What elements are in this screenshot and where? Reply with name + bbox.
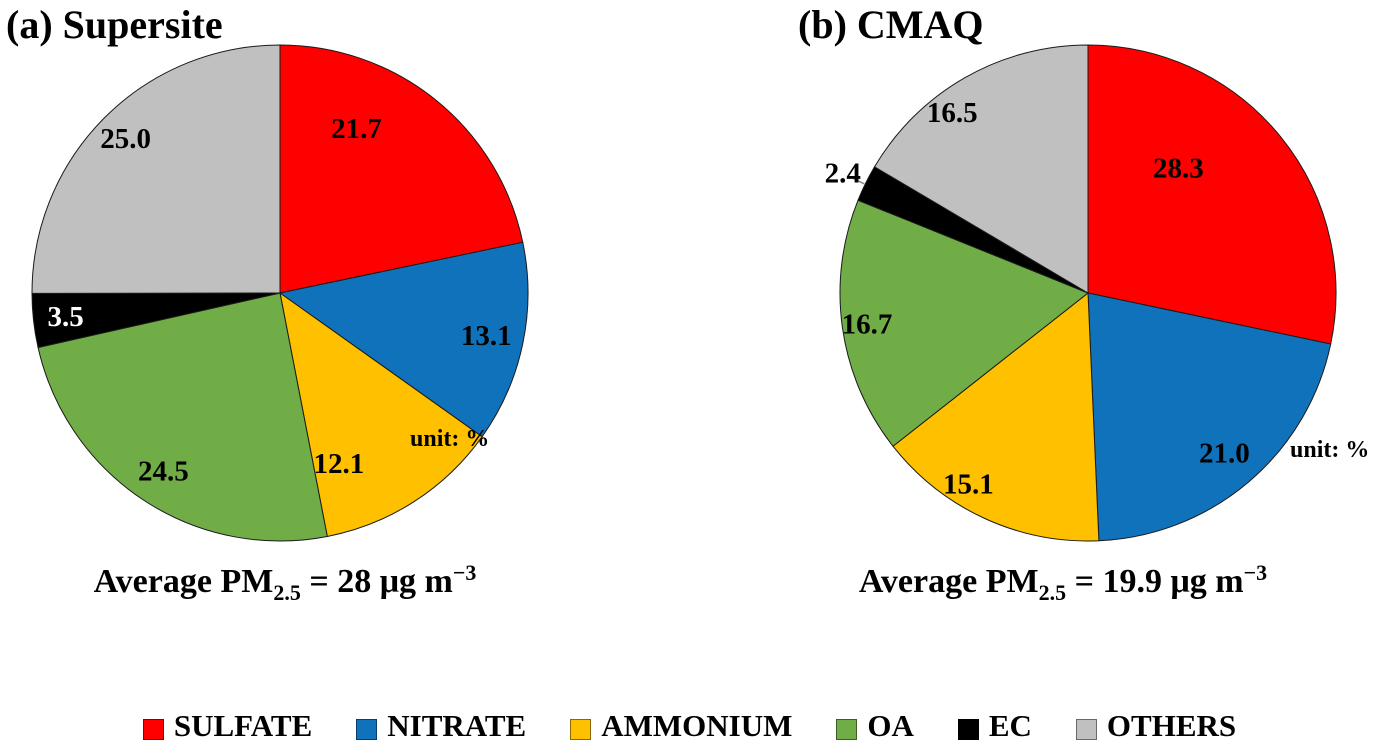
unit-note-supersite: unit: %	[410, 426, 490, 452]
caption-equals: =	[1066, 563, 1103, 600]
legend-item-others: OTHERS	[1075, 700, 1237, 752]
pie-value-label-oa: 24.5	[138, 456, 189, 488]
caption-unit: μg m	[1161, 563, 1244, 600]
panel-title-cmaq: (b) CMAQ	[798, 2, 984, 47]
caption-exponent: −3	[452, 560, 477, 585]
average-pm-caption-cmaq: Average PM2.5 = 19.9 μg m−3	[758, 560, 1368, 606]
average-pm-caption-supersite: Average PM2.5 = 28 μg m−3	[0, 560, 570, 606]
pie-value-label-ec: 2.4	[825, 157, 861, 189]
legend-item-oa: OA	[836, 700, 914, 752]
oa-swatch-icon	[836, 718, 858, 740]
pie-value-label-ammonium: 12.1	[314, 448, 365, 480]
caption-unit: μg m	[371, 563, 453, 600]
pie-value-label-oa: 16.7	[842, 308, 893, 340]
pie-chart-cmaq: 28.3 21.0 15.1 16.7 2.4 16.5	[825, 44, 1337, 542]
legend-label: OA	[867, 708, 914, 743]
pie-value-label-others: 16.5	[927, 97, 978, 129]
pie-value-label-ec: 3.5	[47, 301, 83, 333]
caption-prefix: Average PM	[93, 563, 274, 600]
caption-equals: =	[300, 563, 338, 600]
ammonium-swatch-icon	[570, 718, 592, 740]
pie-slice-sulfate	[279, 44, 524, 294]
nitrate-swatch-icon	[356, 718, 378, 740]
pie-slice-ammonium	[892, 292, 1100, 542]
pm-subscript: 2.5	[1038, 580, 1067, 605]
pie-value-label-nitrate: 13.1	[461, 320, 512, 352]
caption-prefix: Average PM	[858, 563, 1039, 600]
pie-slice-ammonium	[279, 291, 483, 538]
caption-value: 28	[337, 563, 372, 600]
legend-label: NITRATE	[387, 708, 527, 743]
legend-label: EC	[988, 708, 1032, 743]
legend-label: OTHERS	[1106, 708, 1237, 743]
legend-item-sulfate: SULFATE	[142, 700, 313, 752]
pie-value-label-ammonium: 15.1	[943, 468, 994, 500]
legend-label: AMMONIUM	[601, 708, 793, 743]
legend: SULFATE NITRATE AMMONIUM OA EC OTHERS	[0, 700, 1379, 752]
legend-item-ammonium: AMMONIUM	[570, 700, 792, 752]
unit-note-cmaq: unit: %	[1290, 437, 1370, 463]
label-leader-line	[852, 177, 865, 185]
sulfate-swatch-icon	[142, 718, 164, 740]
pie-slice-oa	[37, 292, 328, 542]
legend-label: SULFATE	[173, 708, 313, 743]
pie-slice-sulfate	[1087, 44, 1337, 345]
pie-value-label-sulfate: 28.3	[1153, 153, 1204, 185]
pie-slice-others	[31, 44, 281, 294]
pie-value-label-nitrate: 21.0	[1199, 438, 1250, 470]
caption-value: 19.9	[1102, 563, 1162, 600]
pie-slice-others	[873, 44, 1089, 294]
pie-slice-nitrate	[278, 241, 529, 438]
pie-value-label-others: 25.0	[100, 123, 151, 155]
pie-chart-supersite: 21.7 13.1 12.1 24.5 3.5 25.0	[31, 44, 529, 542]
caption-exponent: −3	[1243, 560, 1268, 585]
pie-value-label-sulfate: 21.7	[331, 113, 382, 145]
others-swatch-icon	[1075, 718, 1097, 740]
legend-item-nitrate: NITRATE	[356, 700, 526, 752]
ec-swatch-icon	[957, 718, 979, 740]
pie-slice-nitrate	[1087, 292, 1332, 542]
pm-subscript: 2.5	[273, 580, 301, 605]
panel-title-supersite: (a) Supersite	[6, 2, 223, 47]
pie-slice-oa	[839, 199, 1089, 447]
legend-item-ec: EC	[957, 700, 1032, 752]
